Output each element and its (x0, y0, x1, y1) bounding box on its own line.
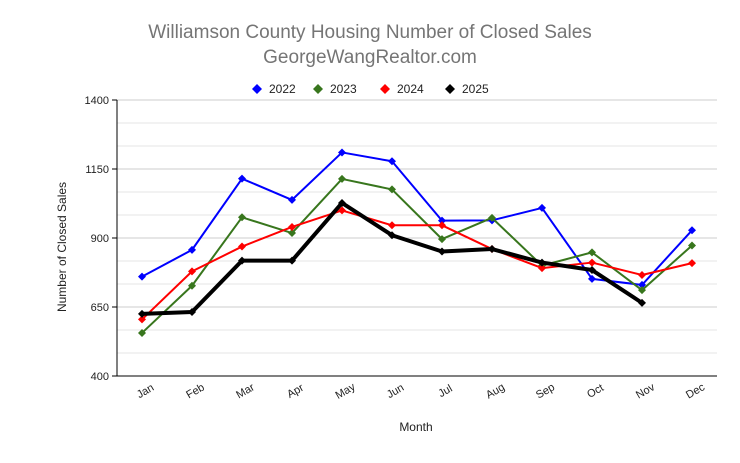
data-point-marker (538, 203, 546, 212)
x-axis-label: Month (399, 420, 432, 434)
x-tick-label: Jul (436, 383, 454, 400)
x-tick-label: Aug (484, 381, 507, 401)
series-line (141, 177, 693, 334)
y-tick-label: 400 (91, 371, 109, 383)
data-point-marker (138, 272, 146, 281)
y-tick-label: 900 (91, 233, 109, 245)
data-point-marker (188, 245, 196, 254)
data-point-marker (488, 245, 496, 254)
series-2025 (138, 198, 646, 318)
legend: 2022 2023 2024 2025 (252, 82, 489, 96)
legend-marker-2024 (380, 84, 390, 94)
legend-label-2022: 2022 (269, 82, 296, 96)
data-point-marker (338, 206, 346, 215)
data-point-marker (638, 286, 646, 295)
data-point-marker (388, 231, 396, 240)
x-tick-label: Jan (135, 382, 156, 401)
data-point-marker (588, 274, 596, 283)
data-point-marker (338, 174, 346, 183)
data-point-marker (438, 221, 446, 230)
chart-title: Williamson County Housing Number of Clos… (148, 22, 592, 43)
y-tick-label: 1400 (85, 95, 109, 107)
data-point-marker (338, 148, 346, 157)
y-axis-ticks: 400 650 900 1150 1400 (85, 95, 117, 383)
series-2023 (138, 174, 696, 337)
x-tick-label: Sep (534, 381, 557, 401)
data-point-marker (138, 328, 146, 337)
series-2024 (138, 206, 696, 324)
data-point-marker (188, 307, 196, 316)
data-point-marker (538, 264, 546, 273)
data-point-marker (338, 198, 346, 207)
legend-label-2025: 2025 (462, 82, 489, 96)
data-point-marker (588, 258, 596, 267)
data-point-marker (138, 309, 146, 318)
legend-marker-2025 (445, 84, 455, 94)
data-point-marker (188, 267, 196, 276)
x-tick-label: Feb (184, 381, 206, 401)
series-group (138, 148, 696, 337)
data-point-marker (488, 213, 496, 222)
data-point-marker (688, 259, 696, 268)
data-point-marker (238, 213, 246, 222)
data-point-marker (538, 258, 546, 267)
x-tick-label: Oct (585, 382, 606, 401)
data-point-marker (638, 280, 646, 289)
y-axis-label: Number of Closed Sales (55, 182, 69, 312)
x-tick-label: Jun (385, 382, 406, 401)
legend-marker-2023 (313, 84, 323, 94)
data-point-marker (288, 222, 296, 231)
data-point-marker (438, 216, 446, 225)
data-point-marker (388, 157, 396, 166)
data-point-marker (138, 315, 146, 324)
x-tick-label: Mar (234, 381, 257, 401)
data-point-marker (288, 256, 296, 265)
y-tick-label: 650 (91, 302, 109, 314)
data-point-marker (588, 248, 596, 257)
data-point-marker (188, 281, 196, 290)
data-point-marker (438, 247, 446, 256)
x-tick-label: Nov (634, 381, 657, 401)
data-point-marker (588, 266, 596, 275)
data-point-marker (688, 226, 696, 235)
legend-marker-2022 (252, 84, 262, 94)
legend-label-2024: 2024 (397, 82, 424, 96)
data-point-marker (438, 235, 446, 244)
data-point-marker (688, 241, 696, 250)
data-point-marker (238, 174, 246, 183)
series-line (141, 209, 693, 321)
chart-subtitle: GeorgeWangRealtor.com (263, 47, 477, 68)
data-point-marker (638, 270, 646, 279)
data-point-marker (288, 229, 296, 238)
data-point-marker (288, 195, 296, 204)
gridlines (117, 99, 717, 354)
data-point-marker (388, 221, 396, 230)
y-tick-label: 1150 (85, 164, 109, 176)
data-point-marker (238, 256, 246, 265)
x-axis-ticks: Jan Feb Mar Apr May Jun Jul Aug Sep Oct Nov Dec (135, 381, 708, 402)
data-point-marker (638, 298, 646, 307)
data-point-marker (388, 185, 396, 194)
series-line (141, 151, 693, 286)
x-tick-label: Apr (285, 382, 306, 401)
data-point-marker (238, 242, 246, 251)
legend-label-2023: 2023 (330, 82, 357, 96)
x-tick-label: May (334, 381, 358, 402)
x-tick-label: Dec (684, 381, 707, 401)
